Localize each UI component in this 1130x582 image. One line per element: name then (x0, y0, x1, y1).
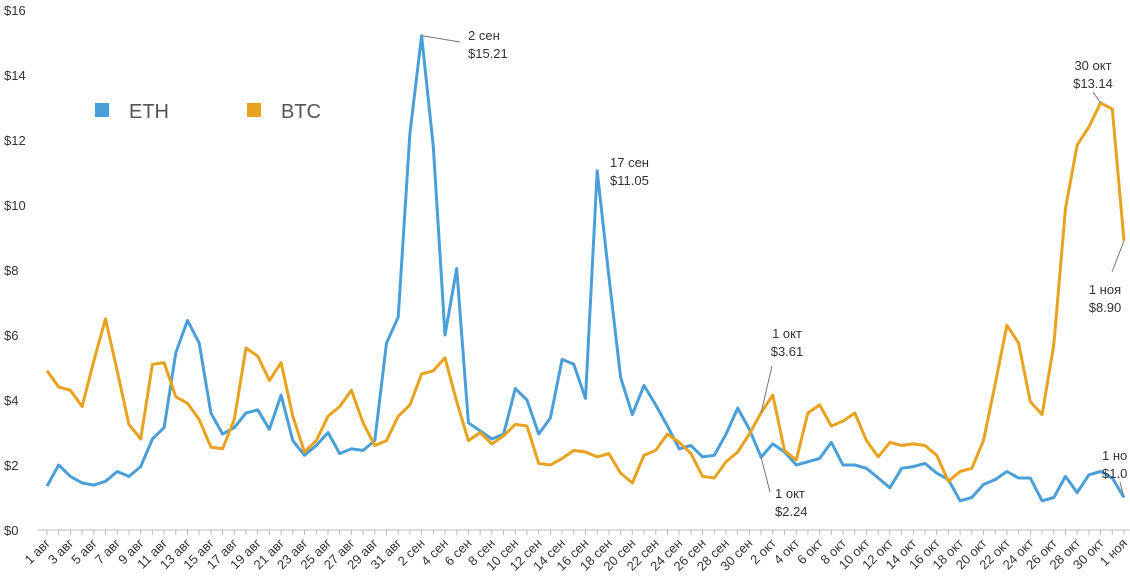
x-tick-label: 7 авг (92, 535, 124, 567)
series-line (45, 34, 1126, 503)
x-tick-label: 2 окт (747, 535, 779, 567)
x-tick-label: 3 авг (45, 535, 77, 567)
x-tick-label: 4 окт (771, 535, 803, 567)
y-tick-label: $4 (4, 393, 18, 408)
annotation-value: $2.24 (775, 504, 808, 519)
y-tick-label: $8 (4, 263, 18, 278)
annotation-date: 1 окт (772, 326, 802, 341)
y-tick-label: $10 (4, 198, 26, 213)
annotation-date: 17 сен (610, 155, 649, 170)
y-tick-label: $12 (4, 133, 26, 148)
annotation-value: $11.05 (610, 173, 649, 188)
annotation-date: 1 окт (775, 486, 805, 501)
annotation-value: $15.21 (468, 46, 508, 61)
y-tick-label: $16 (4, 3, 26, 18)
x-tick-label: 6 окт (794, 535, 826, 567)
annotation-value: $13.14 (1073, 76, 1113, 91)
leader-line (1092, 91, 1101, 104)
y-tick-label: $0 (4, 523, 18, 538)
leader-line (760, 457, 771, 493)
legend-label: ETH (129, 101, 169, 123)
y-tick-label: $14 (4, 68, 26, 83)
leader-line (421, 35, 461, 43)
x-tick-label: 5 авг (68, 535, 100, 567)
leader-line (1111, 240, 1125, 273)
leader-line (760, 365, 773, 413)
legend-swatch (247, 103, 261, 117)
y-tick-label: $6 (4, 328, 18, 343)
annotation-date: 1 ноя (1089, 282, 1121, 297)
annotation-value: $8.90 (1089, 300, 1122, 315)
annotation-value: $3.61 (771, 344, 804, 359)
x-tick-label: 1 ноя (1097, 536, 1130, 569)
legend: ETH BTC (95, 101, 321, 123)
annotation-date: 1 но (1102, 448, 1127, 463)
leader-line (1119, 481, 1125, 498)
x-tick-label: 1 авг (21, 535, 53, 567)
legend-swatch (95, 103, 109, 117)
legend-label: BTC (281, 101, 321, 123)
y-tick-label: $2 (4, 458, 18, 473)
annotation-date: 30 окт (1074, 58, 1111, 73)
annotation-date: 2 сен (468, 28, 500, 43)
annotation-value: $1.0 (1102, 466, 1127, 481)
series-line (45, 101, 1126, 485)
